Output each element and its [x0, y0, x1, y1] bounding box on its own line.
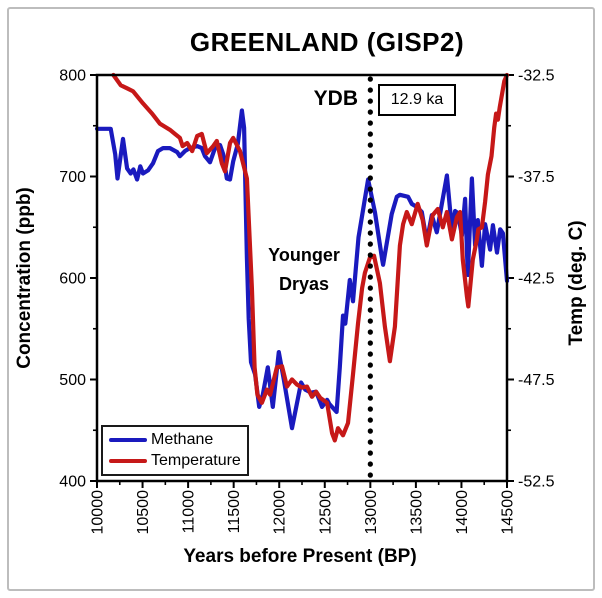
- y-left-tick-label: 600: [59, 271, 86, 288]
- chart-title: GREENLAND (GISP2): [189, 27, 465, 57]
- legend: Methane Temperature: [101, 425, 249, 476]
- y-right-tick-label: -52.5: [518, 474, 555, 491]
- younger-dryas-annotation: Younger Dryas: [268, 241, 340, 299]
- younger-dryas-line1: Younger: [268, 245, 340, 265]
- ydb-age-text: 12.9 ka: [390, 91, 444, 108]
- y-right-tick-label: -37.5: [518, 169, 555, 186]
- x-axis-title: Years before Present (BP): [183, 546, 417, 567]
- temperature-series-line: [111, 72, 510, 443]
- x-tick-label: 10000: [90, 490, 107, 535]
- x-tick-label: 14000: [454, 490, 471, 535]
- x-tick-label: 11500: [226, 490, 243, 533]
- y-left-tick-label: 400: [59, 474, 86, 491]
- x-tick-label: 13000: [363, 490, 380, 535]
- x-tick-label: 11000: [181, 490, 198, 533]
- legend-item-temperature: Temperature: [103, 452, 247, 470]
- x-tick-label: 14500: [500, 490, 517, 535]
- younger-dryas-line2: Dryas: [278, 274, 330, 294]
- plot-border: [95, 73, 509, 483]
- y-left-tick-label: 700: [59, 169, 86, 186]
- temperature-line-swatch: [109, 458, 147, 463]
- y-right-tick-label: -42.5: [518, 271, 555, 288]
- y-left-tick-label: 800: [59, 68, 86, 85]
- legend-label-temperature: Temperature: [151, 451, 241, 469]
- x-tick-label: 10500: [135, 490, 152, 535]
- y-left-tick-label: 500: [59, 372, 86, 389]
- x-tick-label: 12000: [272, 490, 289, 535]
- legend-label-methane: Methane: [151, 431, 214, 449]
- x-tick-label: 13500: [408, 490, 425, 535]
- methane-line-swatch: [109, 438, 147, 443]
- ydb-annotation: YDB: [313, 87, 358, 110]
- y-right-tick-label: -32.5: [518, 68, 555, 85]
- y-right-tick-label: -47.5: [518, 372, 555, 389]
- ydb-age-box: 12.9 ka: [378, 84, 456, 116]
- x-tick-label: 12500: [317, 490, 334, 535]
- legend-item-methane: Methane: [103, 431, 247, 449]
